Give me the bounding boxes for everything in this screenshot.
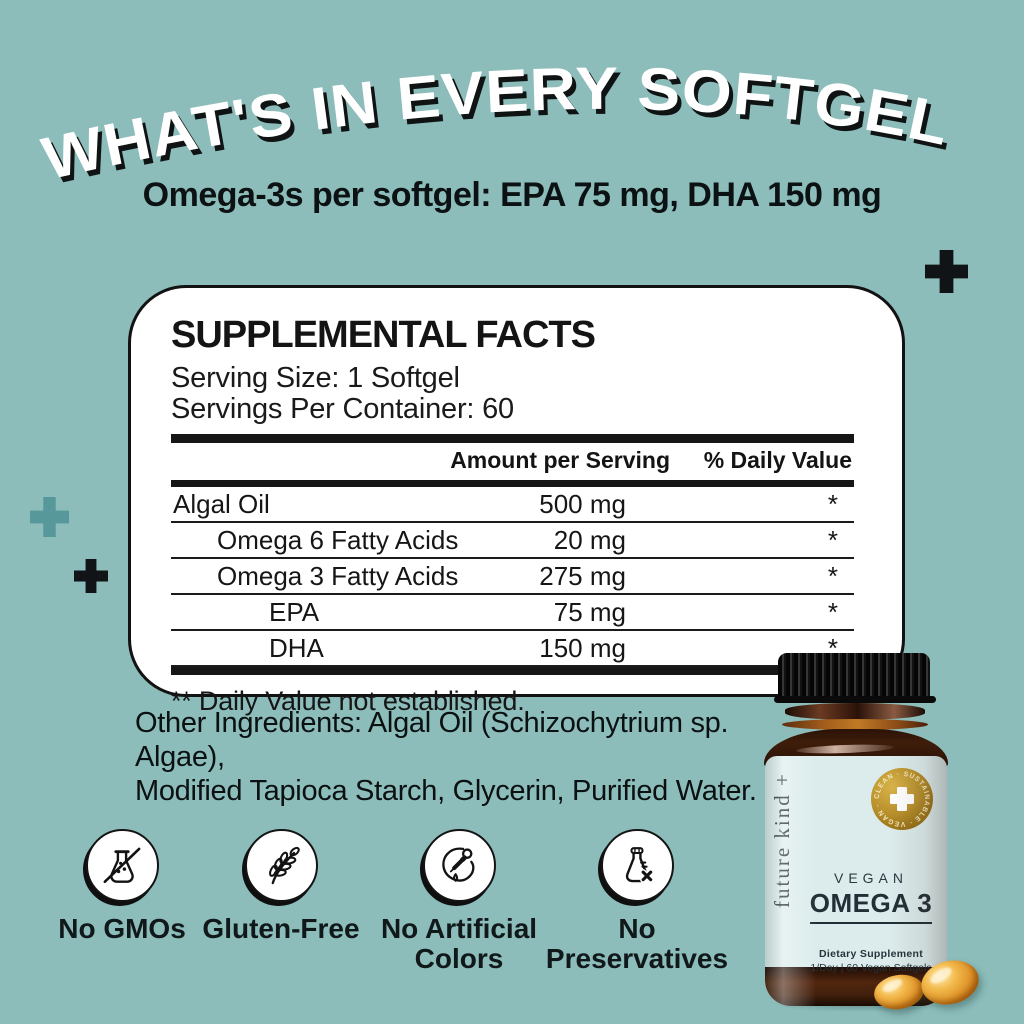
- ingredient-name: Algal Oil: [173, 489, 270, 519]
- table-row: Algal Oil 500 mg *: [171, 487, 854, 523]
- ingredient-name: Omega 3 Fatty Acids: [217, 561, 459, 591]
- table-row: EPA 75 mg *: [171, 595, 854, 631]
- ingredient-amount: 75 mg: [553, 597, 626, 627]
- supplemental-facts-panel: SUPPLEMENTAL FACTS Serving Size: 1 Softg…: [128, 285, 905, 716]
- other-ingredients-text: Other Ingredients: Algal Oil (Schizochyt…: [135, 707, 757, 807]
- bottle-body: future kind + CLEAN · SUSTAINABLE · VEGA…: [765, 756, 947, 1006]
- plus-decoration-top-right: [925, 250, 968, 293]
- gluten-free-icon: [269, 846, 300, 884]
- feature-badge-gluten-free: Gluten-Free: [181, 829, 381, 944]
- brand-name-vertical: future kind +: [770, 772, 794, 908]
- table-row: DHA 150 mg *: [171, 631, 854, 667]
- product-bottle: future kind + CLEAN · SUSTAINABLE · VEGA…: [764, 650, 948, 1008]
- divider-thick: [171, 480, 854, 487]
- badge-label: No Preservatives: [545, 913, 729, 974]
- daily-value-asterisk: *: [827, 489, 838, 519]
- dosage-text: 1/Day | 60 Vegan Softgels: [810, 962, 932, 974]
- badge-circle: [422, 829, 496, 902]
- servings-per-container: Servings Per Container: 60: [171, 393, 514, 425]
- divider-thick: [171, 434, 854, 443]
- no-artificial-colors-icon: [442, 847, 475, 882]
- ingredient-amount: 275 mg: [539, 561, 626, 591]
- gold-seal-badge: CLEAN · SUSTAINABLE · VEGAN ·: [871, 768, 933, 830]
- badge-circle: [244, 829, 318, 902]
- plus-decoration-left-teal: [30, 497, 69, 537]
- ingredient-amount: 500 mg: [539, 489, 626, 519]
- divider-thick: [171, 667, 854, 675]
- plus-decoration-left-black: [74, 559, 108, 593]
- ingredient-amount: 20 mg: [553, 525, 626, 555]
- facts-footnote: ** Daily Value not established.: [171, 686, 525, 716]
- supplement-type: Dietary Supplement: [818, 948, 923, 960]
- bottle-cap-lip: [774, 696, 936, 703]
- badge-circle: [85, 829, 159, 902]
- plus-icon: [890, 794, 914, 804]
- serving-size: Serving Size: 1 Softgel: [171, 362, 460, 394]
- daily-value-asterisk: *: [827, 525, 838, 555]
- facts-title: SUPPLEMENTAL FACTS: [171, 314, 596, 356]
- table-row: Omega 3 Fatty Acids 275 mg *: [171, 559, 854, 595]
- ingredient-name: EPA: [269, 597, 320, 627]
- badge-label: No Artificial Colors: [380, 913, 538, 974]
- feature-badge-no-gmos: No GMOs: [22, 829, 222, 944]
- product-line: VEGAN: [833, 870, 908, 886]
- column-header-daily-value: % Daily Value: [703, 447, 852, 473]
- ingredient-amount: 150 mg: [539, 633, 626, 663]
- bottle-label-text: VEGAN OMEGA 3 Dietary Supplement 1/Day |…: [799, 870, 943, 974]
- feature-badge-no-preservatives: No Preservatives: [537, 829, 737, 974]
- facts-table-header: Amount per Serving % Daily Value: [171, 443, 854, 480]
- daily-value-asterisk: *: [827, 633, 838, 663]
- product-name: OMEGA 3: [809, 888, 933, 924]
- no-preservatives-icon: [625, 846, 654, 883]
- ingredient-name: DHA: [269, 633, 324, 663]
- bottle-cap: [778, 653, 930, 697]
- daily-value-asterisk: *: [827, 597, 838, 627]
- subtitle-omega-per-softgel: Omega-3s per softgel: EPA 75 mg, DHA 150…: [142, 176, 882, 214]
- ingredient-name: Omega 6 Fatty Acids: [217, 525, 459, 555]
- badge-label: Gluten-Free: [202, 913, 360, 944]
- no-gmos-icon: [103, 847, 141, 883]
- headline-arc: WHAT'S IN EVERY SOFTGEL: [36, 55, 956, 193]
- bottle-neck-band: [782, 719, 928, 730]
- bottle-neck-ring: [785, 703, 925, 720]
- daily-value-asterisk: *: [827, 561, 838, 591]
- badge-label: No GMOs: [58, 913, 186, 944]
- table-row: Omega 6 Fatty Acids 20 mg *: [171, 523, 854, 559]
- badge-circle: [600, 829, 674, 902]
- page-title: WHAT'S IN EVERY SOFTGEL: [36, 55, 956, 193]
- column-header-amount: Amount per Serving: [450, 447, 670, 473]
- feature-badge-no-artificial-colors: No Artificial Colors: [359, 829, 559, 974]
- glass-reflection: [795, 743, 895, 755]
